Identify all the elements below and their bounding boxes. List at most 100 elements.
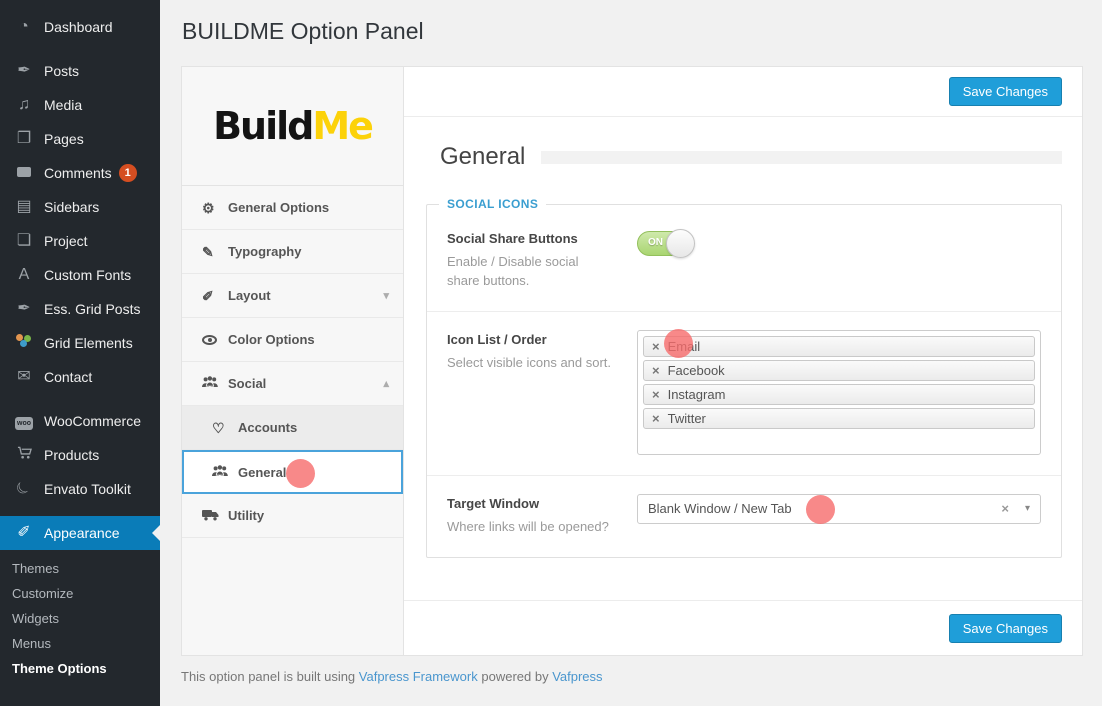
folder-icon: ❏: [16, 232, 32, 249]
sortable-tag-instagram[interactable]: × Instagram: [643, 383, 1035, 405]
chevron-up-icon: ▴: [383, 378, 389, 390]
remove-tag-icon[interactable]: ×: [652, 410, 660, 426]
sidebar-item-woocommerce[interactable]: woo WooCommerce: [0, 404, 160, 438]
gear-icon: ⚙: [202, 199, 215, 216]
fieldset-legend: SOCIAL ICONS: [447, 197, 539, 211]
remove-tag-icon[interactable]: ×: [652, 338, 660, 354]
option-panel: Build Me ⚙ General Options ✎ Typography ✐…: [181, 66, 1083, 656]
panel-menu-typography[interactable]: ✎ Typography: [182, 230, 403, 274]
sidebar-item-label: Pages: [44, 131, 84, 147]
pages-icon: ❐: [16, 130, 32, 147]
social-share-toggle[interactable]: ON: [637, 229, 695, 258]
heading-rule: [541, 150, 1062, 164]
tag-label: Instagram: [667, 386, 726, 402]
option-panel-content: Save Changes General SOCIAL ICONS Social…: [404, 67, 1082, 655]
toggle-knob[interactable]: [666, 229, 695, 258]
field-label: Icon List / Order: [447, 331, 547, 347]
tag-label: Email: [667, 338, 701, 354]
field-label: Target Window: [447, 495, 540, 511]
wand-icon: ✐: [202, 287, 214, 304]
panel-menu-label: Social: [228, 376, 267, 391]
sidebar-item-label: Envato Toolkit: [44, 481, 131, 497]
sidebar-item-products[interactable]: Products: [0, 438, 160, 472]
remove-tag-icon[interactable]: ×: [652, 386, 660, 402]
field-control-col: × Email × Facebook × Instagram: [637, 328, 1041, 455]
vafpress-framework-link[interactable]: Vafpress Framework: [358, 669, 478, 684]
field-description: Where links will be opened?: [447, 518, 609, 534]
panel-menu-social[interactable]: Social ▴: [182, 362, 403, 406]
field-label-col: Icon List / Order Select visible icons a…: [447, 330, 637, 455]
field-label: Social Share Buttons: [447, 231, 578, 246]
sidebar-item-label: Posts: [44, 63, 80, 79]
option-panel-menu: Build Me ⚙ General Options ✎ Typography ✐…: [182, 67, 404, 655]
sidebar-item-sidebars[interactable]: ▤ Sidebars: [0, 190, 160, 224]
field-row-icon-list: Icon List / Order Select visible icons a…: [427, 312, 1061, 476]
clear-selection-icon[interactable]: ×: [1001, 501, 1009, 517]
logo-text-build: Build: [213, 104, 314, 148]
target-window-select[interactable]: Blank Window / New Tab × ▾: [637, 493, 1041, 524]
wp-admin-sidebar: ◔ Dashboard ✒ Posts ♫ Media ❐ Pages Comm…: [0, 0, 160, 706]
panel-menu-label: Utility: [228, 508, 265, 523]
section-heading: General: [404, 117, 1082, 171]
panel-menu-label: Layout: [228, 288, 271, 303]
remove-tag-icon[interactable]: ×: [652, 362, 660, 378]
main-content: BUILDME Option Panel Build Me ⚙ General O…: [160, 0, 1102, 706]
sidebar-item-pages[interactable]: ❐ Pages: [0, 122, 160, 156]
panel-menu-general-options[interactable]: ⚙ General Options: [182, 186, 403, 230]
sidebar-item-media[interactable]: ♫ Media: [0, 88, 160, 122]
sortable-tag-twitter[interactable]: × Twitter: [643, 407, 1035, 429]
sortable-tag-email[interactable]: × Email: [643, 335, 1035, 357]
sidebar-item-appearance[interactable]: ✐ Appearance: [0, 516, 160, 550]
sidebar-item-label: Comments: [44, 165, 112, 181]
panel-menu-accounts[interactable]: ♡ Accounts: [182, 406, 403, 450]
comments-count-badge: 1: [118, 164, 137, 182]
toggle-on-label: ON: [648, 237, 663, 248]
field-label-col: Target Window Where links will be opened…: [447, 494, 637, 537]
save-changes-button-top[interactable]: Save Changes: [948, 77, 1062, 106]
sidebar-item-grid-elements[interactable]: Grid Elements: [0, 326, 160, 360]
sortable-tag-facebook[interactable]: × Facebook: [643, 359, 1035, 381]
dashboard-icon: ◔: [19, 18, 29, 35]
sidebar-item-ess-grid-posts[interactable]: ✒ Ess. Grid Posts: [0, 292, 160, 326]
sidebar-item-label: Contact: [44, 369, 93, 385]
click-indicator: [286, 459, 315, 488]
vafpress-link[interactable]: Vafpress: [552, 669, 603, 684]
icon-sort-list[interactable]: × Email × Facebook × Instagram: [637, 328, 1041, 455]
submenu-item-widgets[interactable]: Widgets: [12, 611, 59, 626]
pencil-icon: ✎: [202, 243, 214, 260]
panel-menu-color-options[interactable]: Color Options: [182, 318, 403, 362]
sidebar-item-contact[interactable]: ✉ Contact: [0, 360, 160, 394]
panel-menu-general[interactable]: General: [182, 450, 403, 494]
submenu-item-menus[interactable]: Menus: [12, 636, 52, 651]
page-title: BUILDME Option Panel: [182, 18, 424, 44]
sidebar-item-label: Appearance: [44, 525, 120, 541]
grid-elements-icon: [13, 334, 35, 352]
buildme-logo: Build Me: [182, 67, 403, 186]
sidebar-item-project[interactable]: ❏ Project: [0, 224, 160, 258]
letter-a-icon: A: [18, 266, 30, 283]
sidebar-item-envato-toolkit[interactable]: ☾ Envato Toolkit: [0, 472, 160, 506]
sidebar-item-posts[interactable]: ✒ Posts: [0, 54, 160, 88]
panel-menu-label: Accounts: [238, 420, 298, 435]
tag-label: Twitter: [667, 410, 706, 426]
field-control-col: ON: [637, 229, 1041, 291]
submenu-item-customize[interactable]: Customize: [12, 586, 74, 601]
footer-text: This option panel is built using: [181, 669, 359, 684]
woocommerce-icon: woo: [13, 413, 35, 430]
panel-menu-utility[interactable]: Utility: [182, 494, 403, 538]
select-arrow-icon[interactable]: ▾: [1024, 503, 1030, 515]
sidebar-item-dashboard[interactable]: ◔ Dashboard: [0, 10, 160, 44]
envelope-icon: ✉: [17, 368, 31, 385]
sidebar-item-label: Project: [44, 233, 88, 249]
layout-columns-icon: ▤: [16, 198, 32, 215]
brush-icon: ✐: [17, 524, 31, 541]
field-description: Select visible icons and sort.: [447, 354, 612, 370]
sidebar-item-custom-fonts[interactable]: A Custom Fonts: [0, 258, 160, 292]
submenu-item-theme-options[interactable]: Theme Options: [12, 661, 107, 676]
footer-credit: This option panel is built using Vafpres…: [181, 669, 603, 684]
truck-icon: [202, 508, 228, 523]
sidebar-item-comments[interactable]: Comments 1: [0, 156, 160, 190]
save-changes-button-bottom[interactable]: Save Changes: [948, 613, 1062, 643]
panel-menu-layout[interactable]: ✐ Layout ▾: [182, 274, 403, 318]
submenu-item-themes[interactable]: Themes: [12, 561, 59, 576]
